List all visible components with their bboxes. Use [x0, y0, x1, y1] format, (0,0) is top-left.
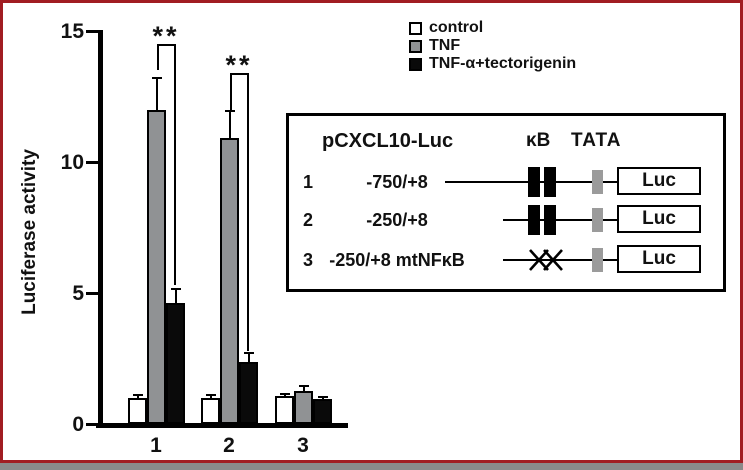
luc-reporter-box: Luc [617, 245, 701, 273]
sig-bracket-leg [173, 44, 176, 286]
x-category-label: 2 [223, 434, 235, 457]
construct-diagram-inset: pCXCL10-Luc κB TATA 1 -750/+8 Luc 2 -250… [286, 113, 726, 292]
data-bar [128, 397, 147, 424]
kb-site-box [544, 167, 556, 197]
control-swatch-icon [409, 22, 422, 35]
construct-region: -250/+8 [366, 210, 428, 230]
y-tick-label: 0 [72, 413, 84, 436]
tata-box-icon [592, 170, 603, 194]
kb-column-header: κB [526, 130, 551, 151]
error-bar-cap [298, 385, 309, 387]
tnf-tectorigenin-swatch-icon [409, 58, 422, 71]
x-axis [96, 423, 348, 428]
error-bar-line [136, 395, 139, 398]
significance-stars: ** [152, 21, 180, 52]
mutated-kb-icon [527, 248, 565, 272]
x-category-label: 1 [150, 434, 162, 457]
tata-box-icon [592, 248, 603, 272]
data-bar [294, 391, 313, 424]
kb-site-box [528, 205, 540, 235]
tnf-swatch-icon [409, 40, 422, 53]
construct-number: 2 [302, 210, 313, 230]
legend-label: TNF [429, 37, 461, 54]
promoter-line [503, 259, 620, 261]
kb-site-box [544, 205, 556, 235]
error-bar-line [302, 386, 305, 392]
kb-site-box [528, 167, 540, 197]
data-bar [239, 362, 258, 424]
y-tick-label: 10 [60, 151, 84, 174]
sig-bracket-leg [246, 72, 249, 351]
sig-bracket-bar [229, 72, 249, 75]
luc-reporter-box: Luc [617, 205, 701, 233]
error-bar-cap [132, 394, 143, 397]
y-tick [86, 292, 99, 295]
data-bar [201, 397, 220, 424]
error-bar-cap [224, 109, 235, 112]
tata-box-icon [592, 208, 603, 232]
legend-label: TNF-α+tectorigenin [429, 55, 577, 72]
data-bar [147, 109, 166, 424]
tata-column-header: TATA [571, 130, 622, 151]
sig-bracket-leg [156, 44, 159, 71]
error-bar-cap [151, 77, 162, 80]
error-bar-cap [205, 394, 216, 397]
error-bar-cap [170, 288, 181, 291]
y-tick [86, 30, 99, 33]
error-bar-line [321, 397, 324, 400]
data-bar [166, 303, 185, 424]
luc-reporter-box: Luc [617, 167, 701, 195]
construct-row-3: 3 -250/+8 mtNFκB Luc [289, 244, 729, 278]
significance-stars: ** [225, 49, 253, 80]
y-axis [98, 30, 103, 428]
error-bar-cap [317, 396, 328, 398]
error-bar-line [283, 393, 286, 397]
y-tick [86, 161, 99, 164]
sig-bracket-bar [156, 44, 176, 47]
error-bar-cap [243, 352, 254, 355]
inset-title: pCXCL10-Luc [322, 130, 454, 152]
error-bar-line [155, 78, 158, 110]
error-bar-line [228, 110, 231, 139]
construct-region: -250/+8 mtNFκB [329, 250, 465, 270]
construct-region: -750/+8 [366, 172, 428, 192]
construct-row-2: 2 -250/+8 Luc [289, 204, 729, 238]
construct-number: 1 [302, 172, 313, 192]
construct-number: 3 [302, 250, 313, 270]
y-tick-label: 5 [72, 282, 84, 305]
data-bar [313, 399, 332, 424]
error-bar-line [174, 289, 177, 304]
promoter-line [503, 219, 620, 221]
y-axis-label: Luciferase activity [19, 149, 40, 315]
data-bar [275, 396, 294, 424]
construct-row-1: 1 -750/+8 Luc [289, 166, 729, 200]
error-bar-cap [279, 392, 290, 395]
y-tick-label: 15 [60, 20, 84, 43]
sig-bracket-leg [229, 72, 232, 110]
data-bar [220, 138, 239, 424]
legend-label: control [429, 19, 484, 36]
x-category-label: 3 [297, 434, 309, 457]
error-bar-line [209, 395, 212, 398]
y-tick [86, 423, 99, 426]
error-bar-line [247, 353, 250, 363]
